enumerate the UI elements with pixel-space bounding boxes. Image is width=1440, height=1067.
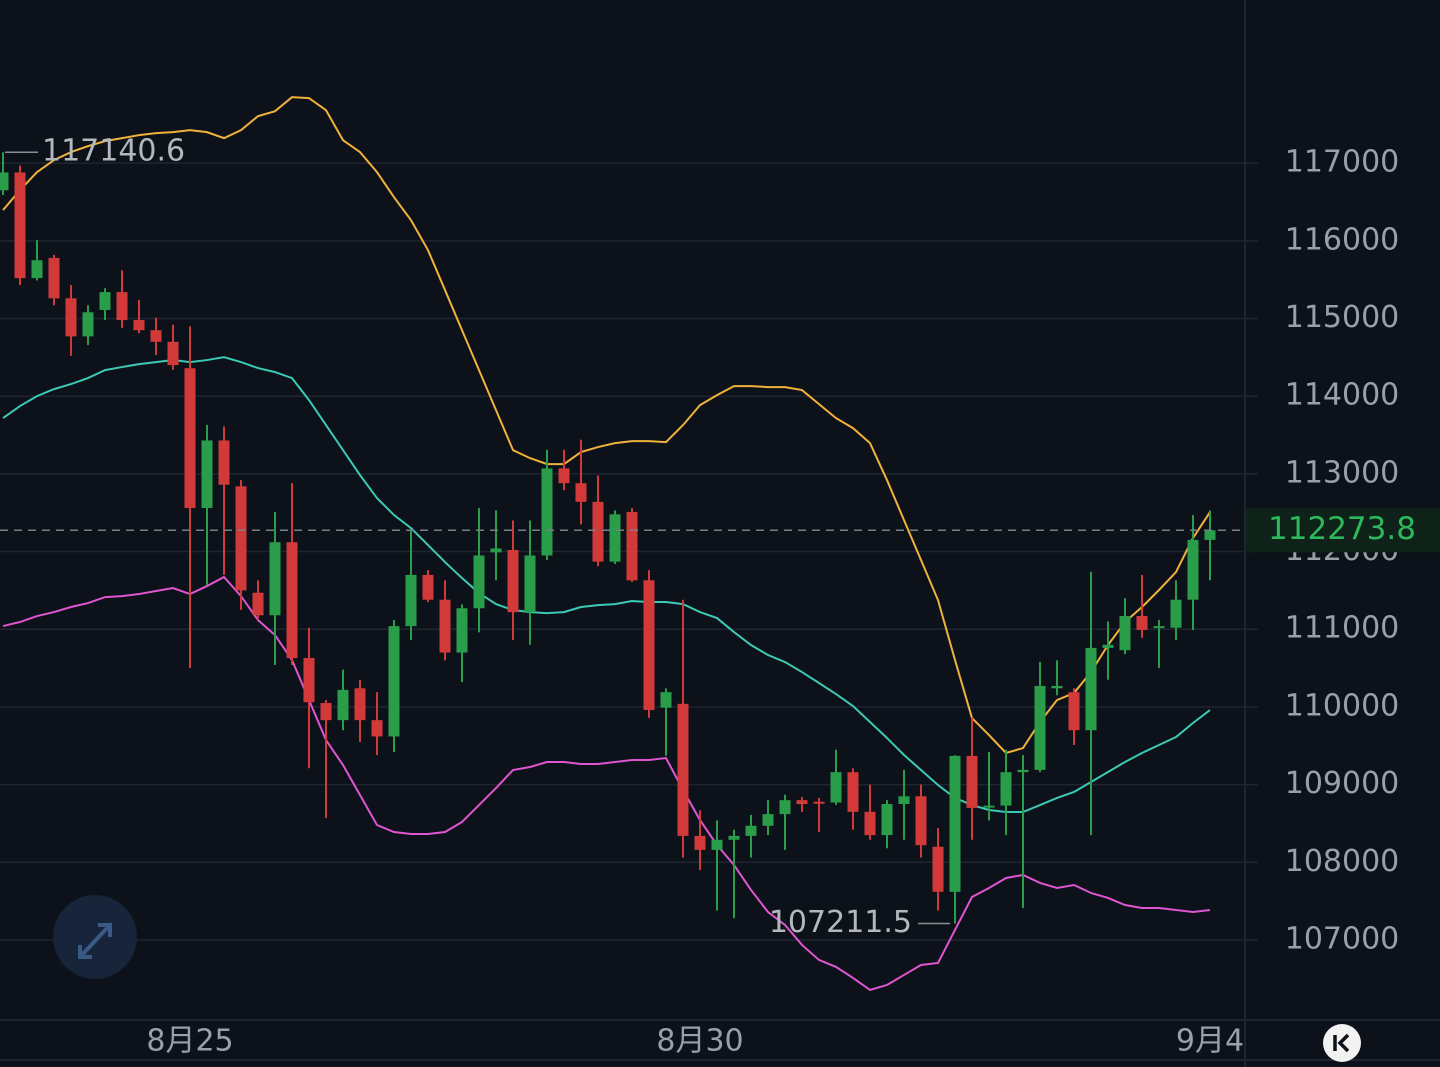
candle-body [1000, 772, 1012, 806]
candle-body [0, 172, 9, 191]
candle-body [269, 542, 281, 616]
candle-body [575, 483, 587, 502]
candle-body [592, 501, 604, 562]
candle-body [1102, 644, 1114, 648]
y-tick-label: 116000 [1285, 222, 1400, 257]
candle-body [252, 592, 264, 616]
y-tick-label: 117000 [1285, 145, 1400, 180]
candle-body [507, 550, 519, 613]
candle-body [864, 811, 876, 836]
candle-body [286, 542, 298, 658]
candle-body [14, 172, 26, 279]
candle-body [932, 846, 944, 892]
candle-body [150, 330, 162, 342]
candle-body [558, 468, 570, 484]
y-tick-label: 115000 [1285, 300, 1400, 335]
candle-body [99, 292, 111, 310]
max-label: 117140.6 [42, 134, 185, 169]
candle-body [1034, 685, 1046, 770]
candle-body [116, 292, 128, 321]
candle-body [320, 703, 332, 721]
y-tick-label: 110000 [1285, 688, 1400, 723]
band-line [2, 575, 1211, 992]
candle-body [1119, 616, 1131, 651]
candle-body [847, 772, 859, 812]
scroll-to-latest-button[interactable] [1323, 1024, 1361, 1062]
candle-body [881, 804, 893, 836]
candle-body [456, 608, 468, 653]
candle-body [201, 440, 213, 509]
candle-body [490, 548, 502, 553]
candle-body [898, 796, 910, 805]
candle-body [711, 839, 723, 850]
candle-body [677, 703, 689, 836]
candle-body [405, 574, 417, 627]
candle-body [915, 796, 927, 846]
candle-body [1068, 692, 1080, 731]
candle-body [660, 692, 672, 708]
candle-body [1187, 539, 1199, 600]
expand-button[interactable] [53, 895, 137, 979]
candle-body [643, 580, 655, 711]
candle-body [82, 312, 94, 337]
candle-body [728, 835, 740, 840]
candle-body [1170, 599, 1182, 628]
y-tick-label: 114000 [1285, 378, 1400, 413]
candle-body [337, 689, 349, 721]
candle-body [422, 574, 434, 600]
candle-body [184, 368, 196, 509]
candle-body [354, 688, 366, 721]
min-label: 107211.5 [769, 905, 912, 940]
candle-body [167, 341, 179, 366]
candle-body [796, 800, 808, 805]
candle-body [949, 755, 961, 892]
candle-body [1017, 769, 1029, 773]
last-price-label: 112273.8 [1268, 511, 1416, 547]
candle-body [813, 801, 825, 804]
y-tick-label: 107000 [1285, 921, 1400, 956]
candle-body [694, 835, 706, 850]
candle-body [388, 626, 400, 737]
candle-body [303, 657, 315, 703]
candle-body [371, 720, 383, 737]
candle-body [1136, 616, 1148, 631]
y-tick-label: 109000 [1285, 766, 1400, 801]
candle-body [439, 599, 451, 653]
candle-body [966, 755, 978, 808]
candle-body [1153, 626, 1165, 629]
candle-body [31, 260, 43, 279]
candle-body [473, 555, 485, 609]
candle-body [1204, 530, 1216, 540]
candle-body [830, 772, 842, 803]
candle-body [779, 800, 791, 815]
candle-body [983, 805, 995, 808]
last-price-box [1246, 508, 1440, 553]
x-tick-label: 9月4 [1176, 1024, 1244, 1059]
y-tick-label: 108000 [1285, 844, 1400, 879]
candle-body [626, 511, 638, 581]
candle-body [65, 298, 77, 337]
band-line [2, 96, 1211, 755]
candle-body [745, 825, 757, 836]
y-tick-label: 111000 [1285, 611, 1400, 646]
candle-body [524, 555, 536, 613]
candle-body [1051, 685, 1063, 689]
y-tick-label: 113000 [1285, 455, 1400, 490]
candle-body [609, 514, 621, 562]
candle-body [235, 486, 247, 591]
overlay: 117140.6 107211.5 112273.8 [0, 134, 1440, 940]
plot [0, 96, 1216, 992]
x-tick-label: 8月30 [656, 1024, 743, 1059]
candle-body [133, 320, 145, 331]
candle-body [541, 468, 553, 556]
candle-body [762, 814, 774, 826]
x-tick-label: 8月25 [146, 1024, 233, 1059]
candle-body [48, 257, 60, 299]
candle-body [1085, 647, 1097, 731]
candle-body [218, 440, 230, 485]
band-line [2, 356, 1211, 814]
